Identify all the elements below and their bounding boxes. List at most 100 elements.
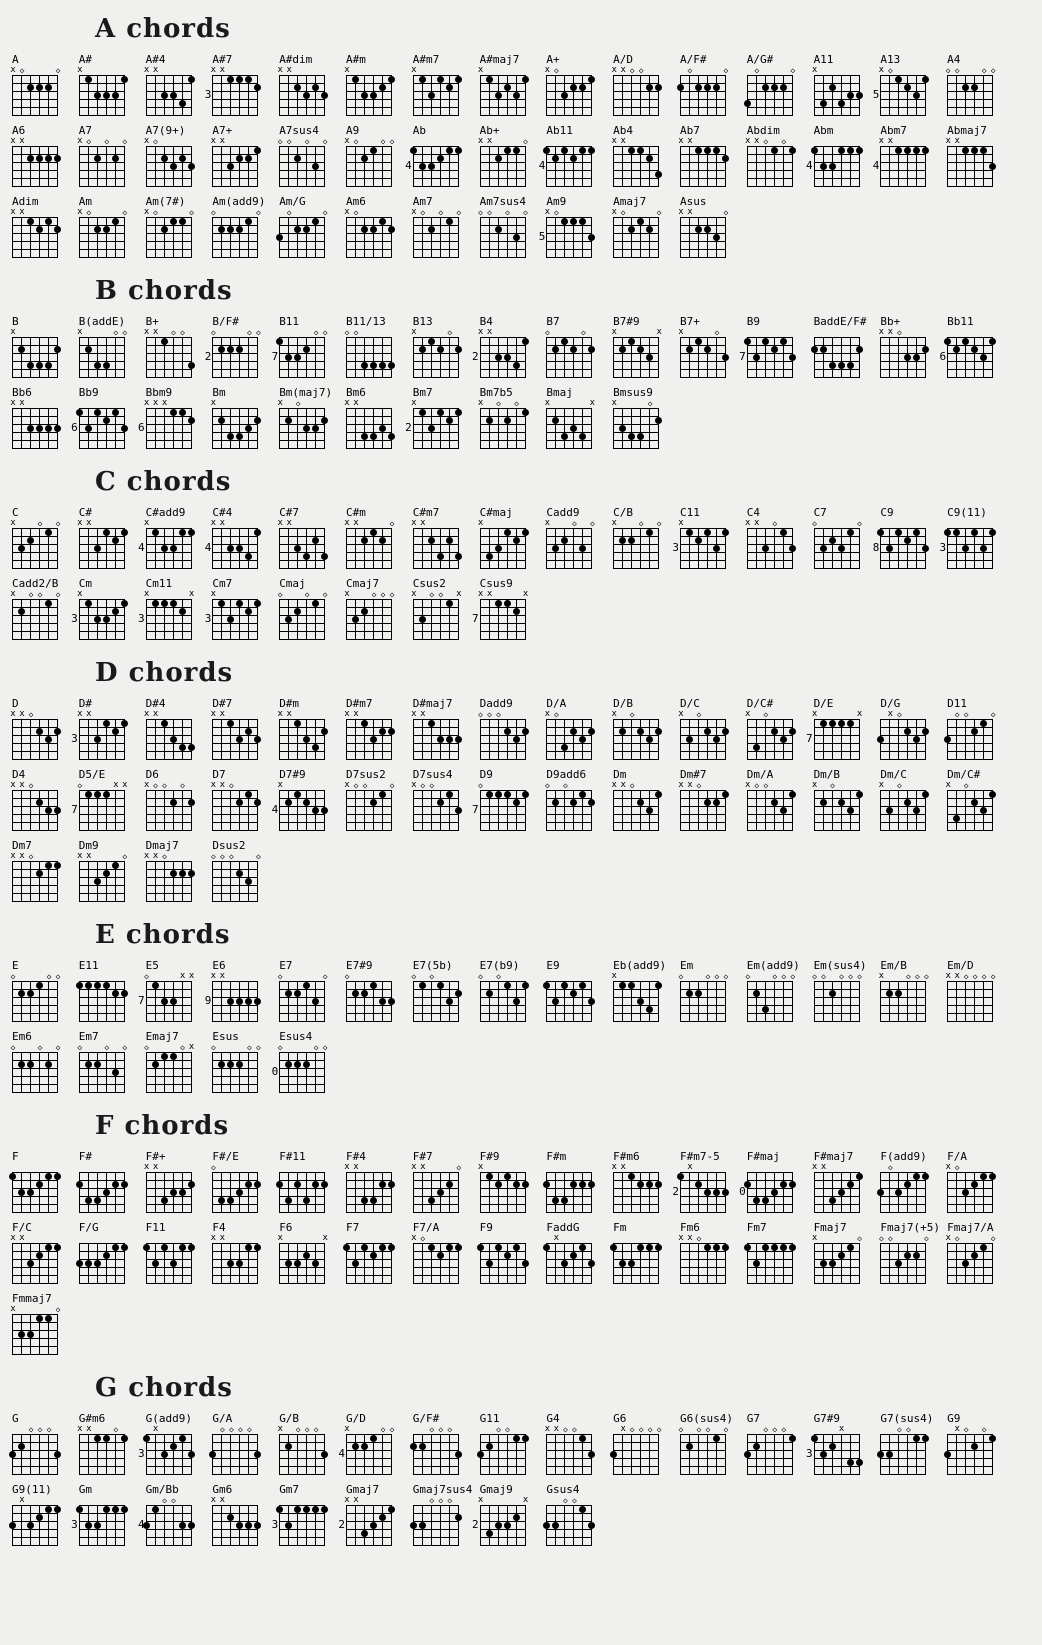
open-string-icon: ◇	[153, 137, 159, 146]
finger-dot	[846, 1181, 854, 1188]
string-markers: ◇ ◇ ◇	[747, 1425, 793, 1434]
chord-diagram: C11 x 3	[672, 507, 747, 569]
finger-dot	[84, 791, 92, 798]
finger-dot	[953, 529, 961, 536]
finger-dot	[904, 84, 912, 91]
chord-diagram: C7 ◇ ◇	[812, 507, 881, 569]
chord-name: B7+	[679, 315, 700, 328]
chord-name: Gm/Bb	[145, 1483, 179, 1496]
chord-row: Fmmaj7 x ◇	[10, 1293, 1042, 1355]
muted-string-icon: x	[344, 780, 350, 790]
string-markers: ◇ ◇ ◇	[210, 328, 261, 337]
section-title: E chords	[95, 920, 231, 950]
fretboard-grid	[12, 861, 61, 902]
finger-dot	[75, 1260, 83, 1267]
fretboard-grid: 3	[672, 528, 729, 569]
chord-diagram: D#7 x x	[211, 698, 279, 760]
chord-name: Em(sus4)	[813, 959, 867, 972]
finger-dot	[436, 982, 444, 989]
open-string-icon: ◇	[723, 972, 729, 981]
finger-dot	[169, 92, 177, 99]
fretboard-grid	[279, 528, 329, 569]
muted-string-icon: x	[10, 589, 16, 599]
finger-dot	[877, 736, 885, 743]
muted-string-icon: x	[420, 518, 426, 528]
muted-string-icon: x	[954, 971, 960, 981]
fretboard-grid	[679, 217, 726, 258]
finger-dot	[178, 529, 186, 536]
chord-diagram: G9(11) x	[9, 1484, 79, 1546]
open-string-icon: ◇	[304, 137, 310, 146]
finger-dot	[54, 1506, 61, 1513]
chord-name: Fm7	[746, 1221, 767, 1234]
open-string-icon: ◇	[830, 781, 835, 790]
finger-dot	[360, 1530, 368, 1537]
string-markers: ◇ ◇ ◇ ◇	[679, 1425, 729, 1434]
fretboard-grid	[345, 528, 392, 569]
finger-dot	[303, 1197, 311, 1204]
finger-dot	[111, 862, 119, 869]
finger-dot	[703, 728, 711, 735]
open-string-icon: ◇	[487, 710, 492, 719]
open-string-icon: ◇	[763, 781, 769, 790]
fretboard-grid	[877, 719, 930, 760]
open-string-icon: ◇	[28, 710, 34, 719]
chord-diagram: F#maj 0	[739, 1151, 814, 1213]
muted-string-icon: x	[19, 1233, 25, 1243]
chord-name: A6	[12, 124, 26, 137]
finger-dot	[655, 1244, 663, 1251]
string-markers: ◇ ◇ ◇	[278, 590, 328, 599]
chord-diagram: Em/D x x ◇ ◇ ◇ ◇	[945, 960, 1014, 1022]
fretboard-grid: 3	[806, 1434, 863, 1475]
open-string-icon: ◇	[180, 781, 186, 790]
chord-name: A/G#	[746, 53, 774, 66]
string-markers: ◇ ◇ ◇	[879, 1234, 929, 1243]
string-markers	[880, 519, 926, 528]
finger-dot	[227, 1197, 235, 1204]
base-fret-number: 3	[71, 612, 78, 625]
finger-dot	[454, 807, 462, 814]
finger-dot	[454, 346, 462, 353]
finger-dot	[294, 1506, 302, 1513]
base-fret-number: 7	[805, 732, 813, 745]
fretboard-grid: 3	[71, 719, 128, 760]
muted-string-icon: x	[210, 398, 217, 408]
open-string-icon: ◇	[629, 710, 635, 719]
finger-dot	[971, 799, 979, 806]
string-markers: ◇ ◇ ◇	[278, 1043, 328, 1052]
string-markers: x ◇	[411, 1234, 459, 1244]
fretboard-grid	[543, 1243, 596, 1284]
finger-dot	[503, 84, 511, 91]
chord-name: F#11	[279, 1150, 306, 1163]
open-string-icon: ◇	[772, 1425, 778, 1434]
finger-dot	[236, 1189, 244, 1196]
chord-row: G9(11) x Gm 3 Gm/Bb ◇ ◇ 4 Gm6 x x Gm7 3 Gmaj7 x x 2 Gmaj7…	[9, 1483, 1042, 1546]
finger-dot	[245, 425, 253, 432]
finger-dot	[369, 1197, 377, 1204]
fretboard-grid: 7	[472, 599, 526, 640]
open-string-icon: ◇	[28, 852, 34, 861]
fretboard-grid	[78, 217, 125, 258]
string-markers: x ◇	[812, 1234, 862, 1244]
finger-dot	[828, 720, 836, 727]
finger-dot	[703, 529, 711, 536]
finger-dot	[187, 362, 195, 369]
fretboard-grid	[145, 790, 195, 831]
base-fret-number: 4	[271, 803, 279, 816]
chord-name: B+	[145, 315, 159, 328]
muted-string-icon: x	[620, 136, 626, 146]
chord-diagram: Gsus4 ◇ ◇	[543, 1484, 613, 1546]
string-markers: ◇ ◇ ◇	[413, 1425, 459, 1434]
open-string-icon: ◇	[277, 972, 283, 981]
open-string-icon: ◇	[210, 328, 216, 337]
finger-dot	[294, 226, 302, 233]
finger-dot	[579, 1506, 587, 1513]
fretboard-grid	[746, 146, 796, 187]
open-string-icon: ◇	[46, 972, 52, 981]
finger-dot	[142, 1244, 150, 1251]
finger-dot	[971, 529, 979, 536]
finger-dot	[245, 608, 253, 615]
